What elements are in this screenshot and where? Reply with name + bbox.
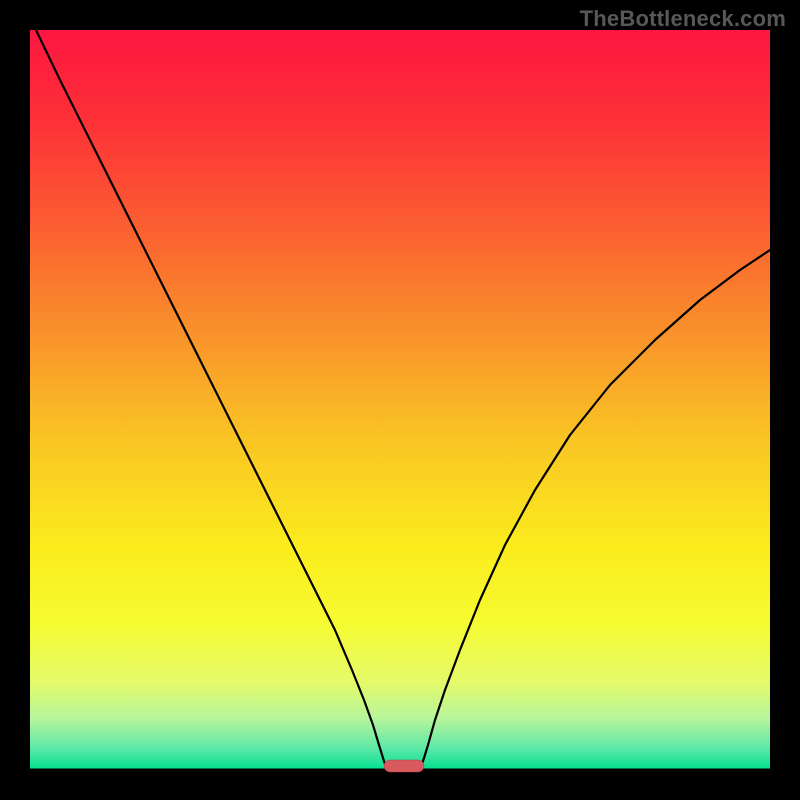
bottleneck-chart: TheBottleneck.com bbox=[0, 0, 800, 800]
chart-svg bbox=[0, 0, 800, 800]
plot-background bbox=[30, 30, 770, 770]
optimum-marker bbox=[384, 760, 424, 772]
watermark-text: TheBottleneck.com bbox=[580, 6, 786, 32]
